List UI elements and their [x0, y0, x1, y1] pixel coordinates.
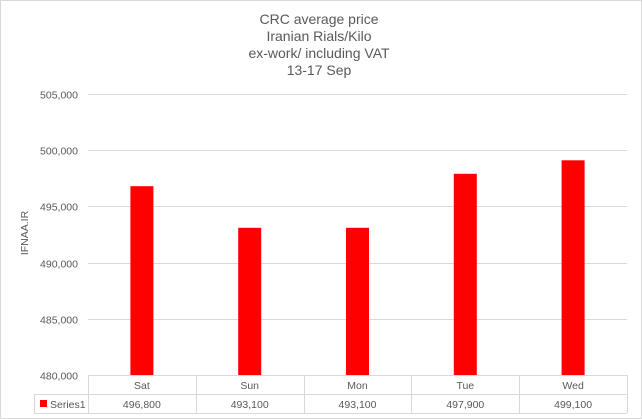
category-label: Tue: [456, 380, 474, 392]
y-tick-label: 495,000: [40, 202, 78, 214]
y-tick-label: 480,000: [40, 371, 78, 383]
chart-title-line-1: CRC average price: [259, 11, 378, 27]
data-table: Sat Sun Mon Tue Wed Series1 496,800 493,100 493,…: [34, 375, 628, 414]
y-axis-title: IFNAA.IR: [19, 210, 31, 255]
category-label: Sun: [240, 380, 259, 392]
category-label: Sat: [134, 380, 150, 392]
bar-sun: [238, 227, 262, 375]
legend-series-name: Series1: [50, 399, 86, 411]
y-tick-label: 490,000: [40, 259, 78, 271]
bar-mon: [346, 227, 369, 375]
bar-wed: [561, 160, 585, 375]
bar-tue: [453, 173, 477, 375]
table-value-cell: 493,100: [339, 399, 377, 411]
table-value-cell: 497,900: [446, 399, 484, 411]
chart-title: CRC average price Iranian Rials/Kilo ex-…: [248, 11, 390, 78]
chart-title-line-4: 13-17 Sep: [287, 62, 352, 78]
table-value-cell: 496,800: [123, 399, 161, 411]
table-value-cell: 493,100: [231, 399, 269, 411]
category-label: Wed: [562, 380, 584, 392]
y-tick-label: 485,000: [40, 315, 78, 327]
chart-title-line-2: Iranian Rials/Kilo: [266, 28, 371, 44]
legend-key: [40, 400, 47, 407]
y-axis-ticks: 480,000 485,000 490,000 495,000 500,000 505,0…: [40, 90, 78, 383]
category-label: Mon: [347, 380, 368, 392]
chart-title-line-3: ex-work/ including VAT: [248, 45, 390, 61]
y-tick-label: 500,000: [40, 146, 78, 158]
table-value-cell: 499,100: [554, 399, 592, 411]
bar-sat: [130, 186, 154, 375]
bars: [130, 160, 585, 375]
y-tick-label: 505,000: [40, 90, 78, 102]
